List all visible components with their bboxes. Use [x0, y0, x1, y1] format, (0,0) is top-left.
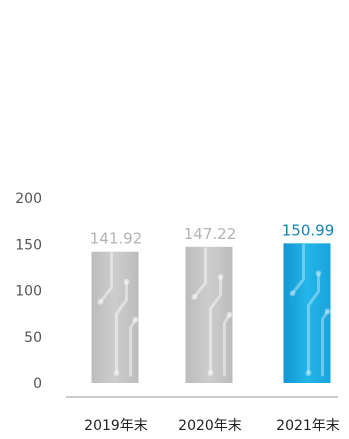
data-label: 150.99 — [282, 221, 335, 239]
y-tick-label: 50 — [24, 330, 42, 346]
data-labels: 141.92 147.22 150.99 — [90, 221, 335, 247]
data-label: 147.22 — [184, 225, 237, 243]
bar — [91, 251, 139, 383]
y-tick-label: 0 — [33, 376, 42, 392]
circuit-pattern — [191, 247, 233, 377]
y-tick-label: 150 — [15, 237, 42, 253]
circuit-pattern — [97, 252, 139, 377]
bar — [283, 243, 331, 383]
data-label: 141.92 — [90, 230, 143, 248]
x-category-label: 2019年末 — [84, 418, 148, 434]
circuit-pattern — [289, 243, 331, 377]
bar-group — [283, 243, 331, 383]
bar — [185, 246, 233, 383]
y-axis-ticks: 0 50 100 150 200 — [15, 191, 42, 392]
bar-group — [91, 251, 139, 383]
x-category-label: 2020年末 — [178, 418, 242, 434]
bars — [91, 243, 331, 383]
category-labels: 2019年末 2020年末 2021年末 — [84, 418, 340, 434]
bar-group — [185, 246, 233, 383]
y-tick-label: 100 — [15, 284, 42, 300]
x-category-label: 2021年末 — [276, 418, 340, 434]
y-tick-label: 200 — [15, 191, 42, 207]
